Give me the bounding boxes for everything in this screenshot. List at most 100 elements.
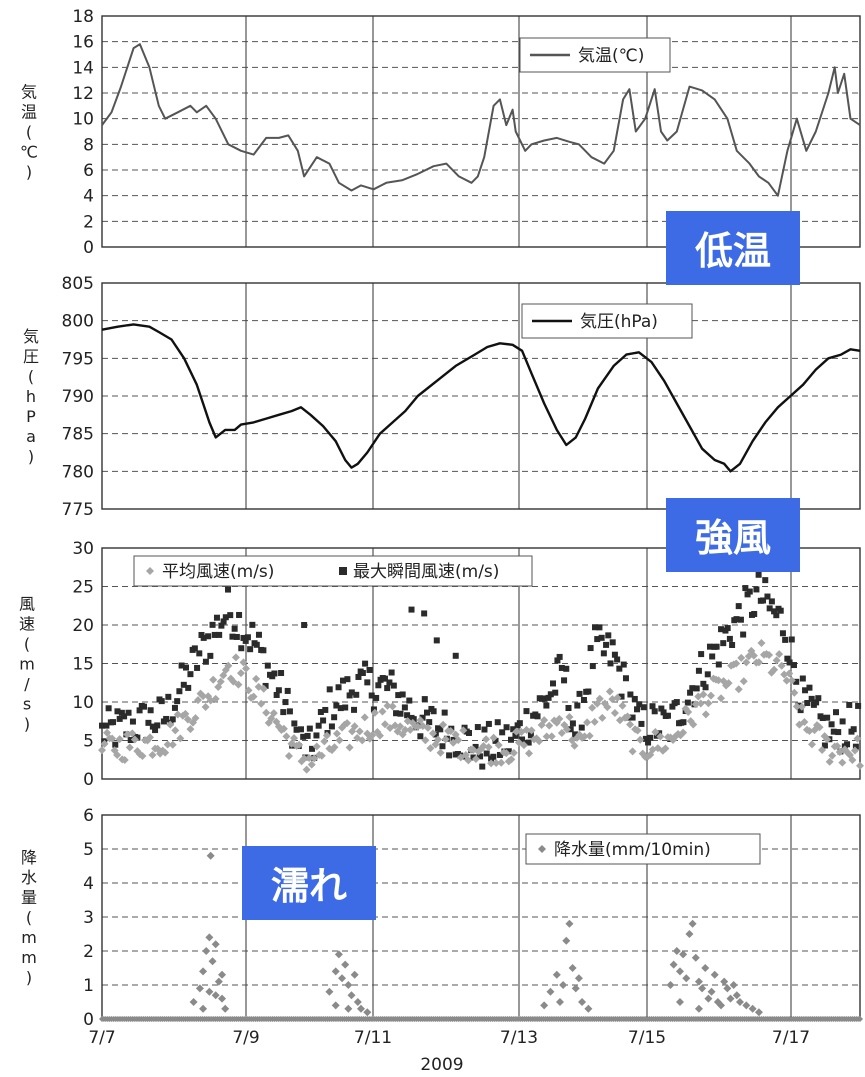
point-avg-wind (375, 731, 384, 740)
point-rain (350, 970, 359, 979)
point-max-gust (339, 677, 346, 684)
point-max-gust (465, 729, 472, 736)
point-avg-wind (345, 743, 354, 752)
point-avg-wind (446, 727, 455, 736)
point-avg-wind (782, 676, 791, 685)
point-max-gust (490, 753, 497, 760)
point-max-gust (337, 705, 344, 712)
point-max-gust (399, 691, 406, 698)
point-max-gust (348, 689, 355, 696)
point-avg-wind (229, 677, 238, 686)
y-tick-label: 2 (83, 212, 94, 232)
point-max-gust (664, 712, 671, 719)
point-max-gust (317, 709, 324, 716)
plot-frame (101, 15, 861, 248)
point-avg-wind (585, 731, 594, 740)
point-max-gust (824, 714, 831, 721)
point-rain (701, 964, 710, 972)
point-max-gust (709, 653, 716, 660)
point-rain (675, 998, 684, 1006)
point-avg-wind (701, 710, 710, 719)
point-max-gust (437, 726, 444, 733)
point-avg-wind (310, 754, 319, 763)
y-tick-label: 1 (83, 976, 94, 996)
point-rain (331, 1001, 340, 1010)
point-rain (578, 998, 587, 1006)
point-max-gust (589, 663, 596, 670)
point-max-gust (244, 634, 251, 641)
point-max-gust (322, 706, 329, 713)
point-avg-wind (388, 702, 397, 711)
point-max-gust (508, 736, 515, 743)
point-max-gust (421, 610, 428, 617)
point-max-gust (359, 670, 366, 677)
point-avg-wind (459, 726, 468, 735)
point-max-gust (729, 641, 736, 648)
point-rain (353, 998, 362, 1006)
point-rain (199, 1004, 208, 1013)
point-max-gust (660, 709, 667, 716)
point-avg-wind (487, 759, 496, 768)
point-avg-wind (312, 742, 321, 751)
point-max-gust (766, 605, 773, 612)
point-max-gust (103, 722, 110, 729)
y-tick-label: 18 (72, 7, 94, 27)
point-avg-wind (115, 735, 124, 744)
point-rain (682, 974, 691, 983)
point-avg-wind (732, 659, 741, 668)
point-rain (735, 998, 744, 1006)
point-avg-wind (406, 725, 415, 734)
point-max-gust (603, 641, 610, 648)
point-max-gust (118, 709, 125, 716)
point-max-gust (423, 709, 430, 716)
point-max-gust (735, 603, 742, 610)
point-avg-wind (739, 677, 748, 686)
point-avg-wind (194, 696, 203, 705)
legend: 降水量(mm/10min) (525, 833, 761, 865)
point-max-gust (742, 585, 749, 592)
point-avg-wind (610, 708, 619, 717)
point-max-gust (401, 704, 408, 711)
point-max-gust (479, 763, 486, 770)
point-avg-wind (489, 733, 498, 742)
point-max-gust (631, 695, 638, 702)
point-max-gust (426, 719, 433, 726)
point-avg-wind (146, 733, 155, 742)
point-avg-wind (717, 694, 726, 703)
point-avg-wind (628, 747, 637, 756)
point-avg-wind (633, 726, 642, 735)
point-avg-wind (257, 699, 266, 708)
point-max-gust (183, 664, 190, 671)
point-rain (540, 1001, 549, 1010)
point-avg-wind (542, 732, 551, 741)
point-rain (338, 974, 347, 983)
point-rain (334, 950, 343, 959)
point-max-gust (419, 714, 426, 721)
point-max-gust (147, 707, 154, 714)
y-tick-label: 785 (62, 425, 94, 445)
point-avg-wind (656, 732, 665, 741)
point-max-gust (607, 660, 614, 667)
point-avg-wind (696, 699, 705, 708)
point-max-gust (211, 631, 218, 638)
point-max-gust (740, 631, 747, 638)
point-avg-wind (850, 746, 859, 755)
point-max-gust (704, 671, 711, 678)
point-max-gust (171, 704, 178, 711)
point-avg-wind (439, 720, 448, 729)
point-max-gust (406, 697, 413, 704)
point-max-gust (110, 719, 117, 726)
point-max-gust (638, 720, 645, 727)
point-max-gust (797, 707, 804, 714)
x-tick-label: 7/7 (88, 1028, 115, 1048)
point-max-gust (689, 685, 696, 692)
point-avg-wind (307, 760, 316, 769)
point-rain (698, 984, 707, 993)
point-avg-wind (252, 674, 261, 683)
plot-frame (101, 547, 861, 780)
point-max-gust (366, 666, 373, 673)
point-avg-wind (148, 750, 157, 759)
point-max-gust (313, 732, 320, 739)
point-max-gust (114, 708, 121, 715)
